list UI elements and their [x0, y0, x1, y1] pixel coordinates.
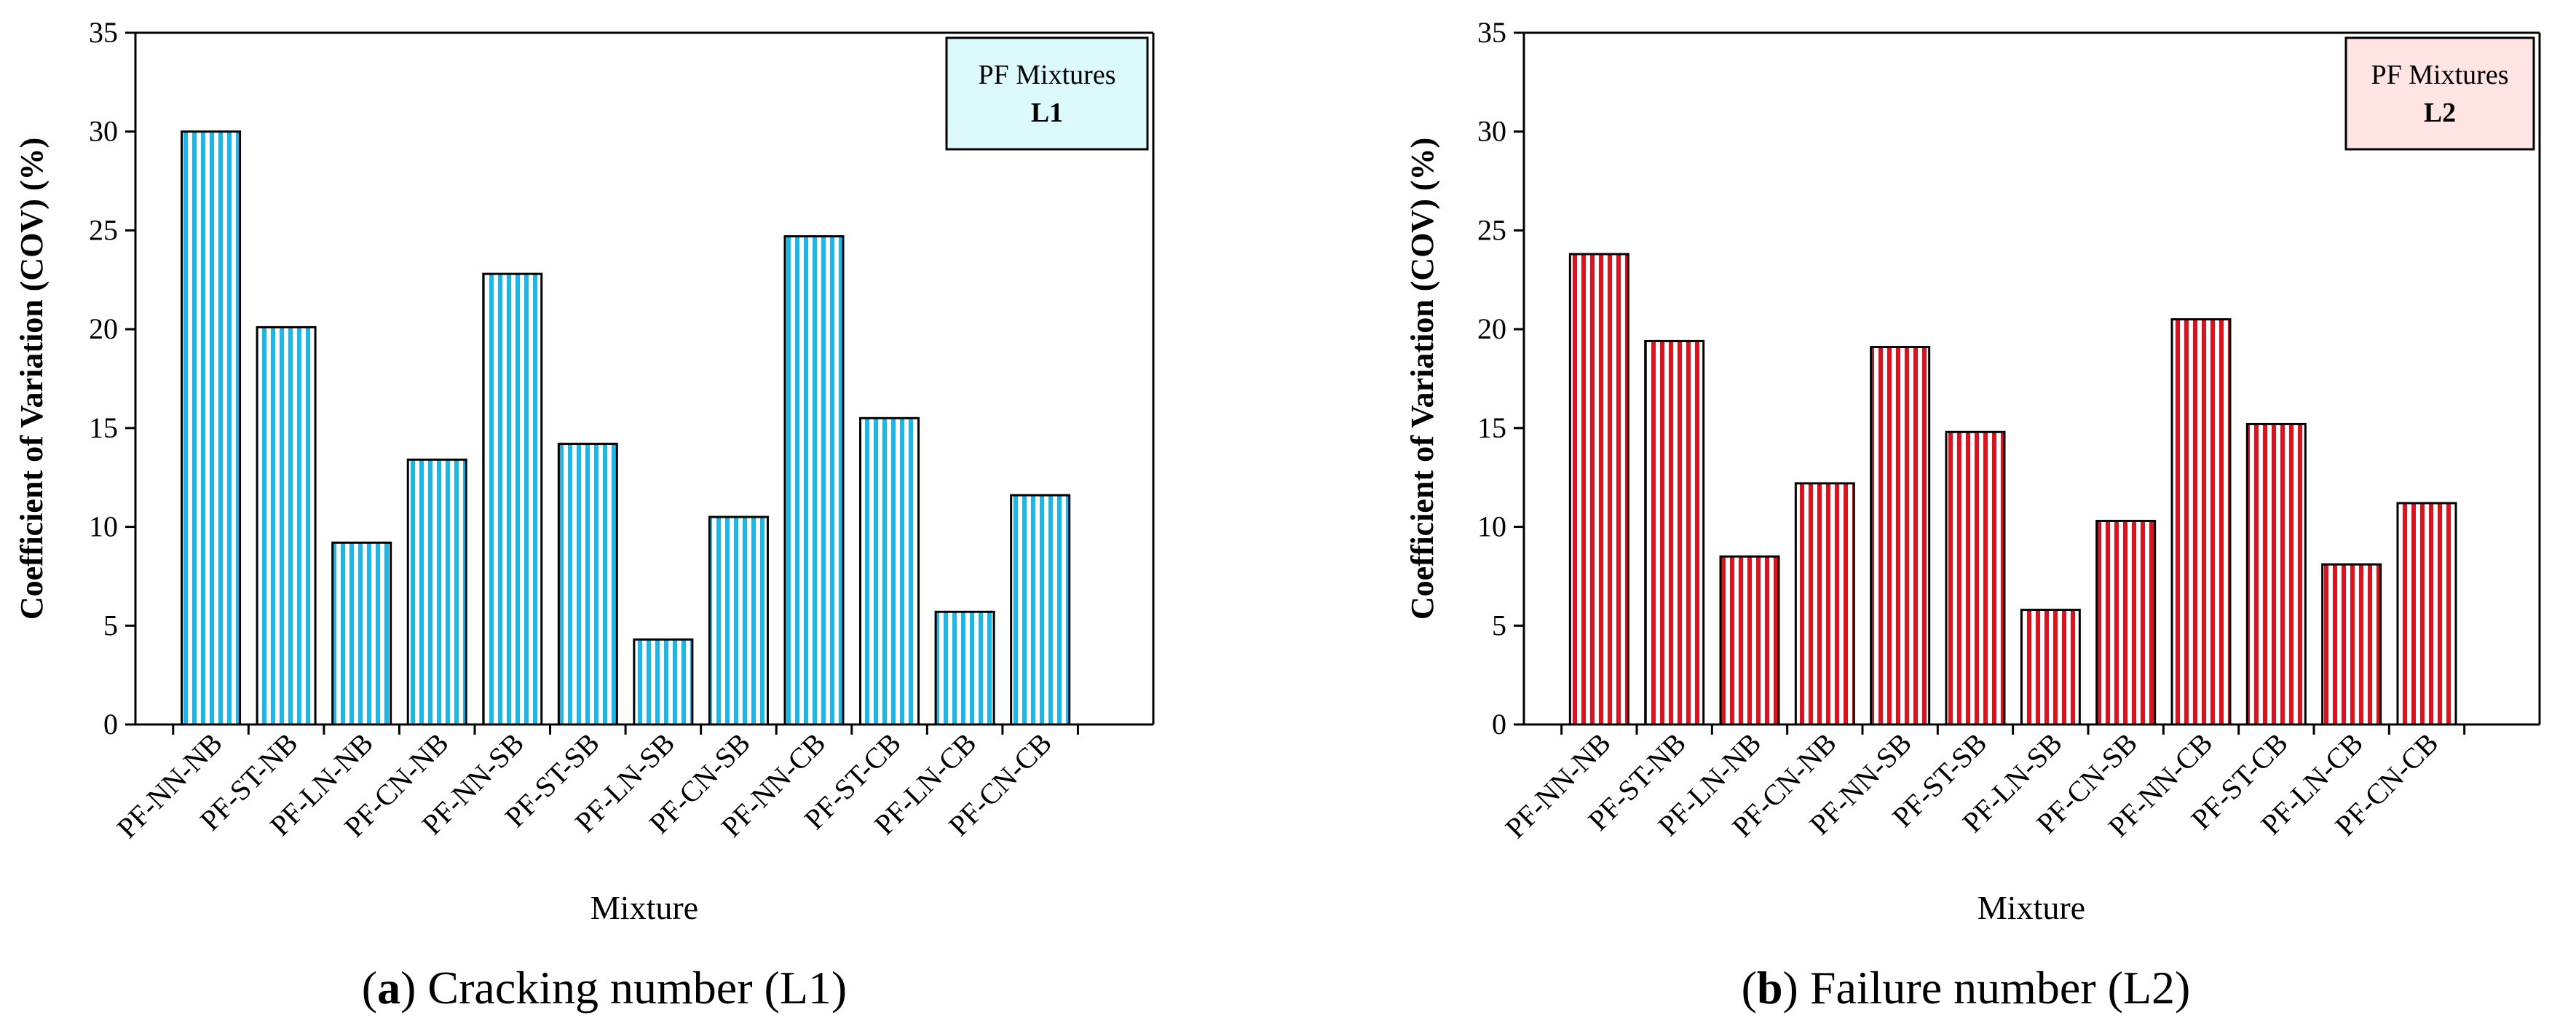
bar-pf-ln-nb — [1719, 555, 1780, 726]
y-axis-label: Coefficient of Variation (COV) (%) — [1404, 138, 1440, 620]
bars — [1568, 253, 2457, 726]
bar-pf-nn-nb — [1568, 253, 1629, 726]
y-tick-label: 15 — [89, 411, 118, 444]
y-tick-label: 0 — [1492, 708, 1506, 740]
bar-pf-ln-sb — [633, 638, 694, 726]
bar-pf-cn-cb — [1010, 494, 1071, 726]
caption-text: Failure number (L2) — [1810, 962, 2191, 1014]
bar-pf-st-cb — [2245, 422, 2307, 726]
bar-pf-ln-cb — [934, 610, 995, 726]
bar-pf-nn-cb — [2170, 318, 2232, 726]
chart-panel-a: 0 5 10 15 20 25 30 35 PF-NN-NBPF-ST-NBPF-LN-NBP… — [14, 16, 1155, 1014]
caption-text: Cracking number (L1) — [427, 962, 847, 1014]
y-axis-label: Coefficient of Variation (COV) (%) — [14, 138, 50, 620]
bar-pf-st-cb — [859, 416, 920, 726]
caption: (a) Cracking number (L1) — [362, 962, 847, 1014]
bar-pf-nn-sb — [482, 272, 543, 726]
y-tick-label: 30 — [89, 115, 118, 148]
bar-pf-nn-nb — [181, 130, 242, 726]
bar-pf-ln-cb — [2321, 563, 2382, 726]
y-tick-label: 20 — [89, 312, 118, 345]
legend-box: PF Mixtures L2 — [2344, 36, 2535, 151]
bar-pf-nn-cb — [783, 235, 845, 726]
legend-title: PF Mixtures — [979, 60, 1116, 90]
y-tick-label: 20 — [1477, 312, 1506, 345]
x-ticks: PF-NN-NBPF-ST-NBPF-LN-NBPF-CN-NBPF-NN-SB… — [111, 724, 1079, 845]
legend-box: PF Mixtures L1 — [945, 36, 1149, 151]
y-tick-label: 10 — [1477, 510, 1506, 543]
caption: (b) Failure number (L2) — [1742, 962, 2191, 1014]
bar-pf-cn-sb — [2095, 519, 2157, 726]
bar-pf-st-nb — [1644, 339, 1705, 726]
legend-label: L1 — [1031, 98, 1063, 128]
bar-pf-cn-sb — [708, 516, 769, 726]
bar-pf-ln-sb — [2020, 609, 2081, 726]
x-ticks: PF-NN-NBPF-ST-NBPF-LN-NBPF-CN-NBPF-NN-SB… — [1498, 724, 2466, 845]
legend-background — [2344, 36, 2535, 151]
y-tick-label: 25 — [89, 213, 118, 246]
legend-title: PF Mixtures — [2371, 60, 2509, 90]
bar-pf-ln-nb — [331, 541, 392, 726]
y-tick-label: 30 — [1477, 115, 1506, 148]
y-ticks: 0 5 10 15 20 25 30 35 — [1477, 16, 1524, 740]
legend-label: L2 — [2424, 98, 2456, 128]
bar-pf-cn-nb — [1794, 482, 1855, 726]
y-tick-label: 5 — [1492, 609, 1506, 641]
bar-pf-st-sb — [557, 443, 618, 726]
x-axis-label: Mixture — [1978, 889, 2085, 926]
bar-pf-cn-cb — [2396, 502, 2457, 726]
y-tick-label: 25 — [1477, 213, 1506, 246]
bar-pf-cn-nb — [406, 458, 467, 726]
bar-pf-st-sb — [1945, 430, 2006, 726]
caption-letter: b — [1757, 962, 1783, 1014]
y-ticks: 0 5 10 15 20 25 30 35 — [89, 16, 135, 740]
bar-pf-st-nb — [256, 325, 317, 726]
y-tick-label: 5 — [103, 609, 118, 641]
bar-pf-nn-sb — [1870, 346, 1931, 726]
y-tick-label: 10 — [89, 510, 118, 543]
y-tick-label: 35 — [89, 16, 118, 49]
y-tick-label: 15 — [1477, 411, 1506, 444]
x-axis-label: Mixture — [590, 889, 698, 926]
chart-panel-b: 0 5 10 15 20 25 30 35 PF-NN-NBPF-ST-NBPF-LN-NBP… — [1404, 16, 2541, 1014]
y-tick-label: 0 — [103, 708, 118, 740]
y-tick-label: 35 — [1477, 16, 1506, 49]
bars — [181, 130, 1071, 726]
caption-letter: a — [377, 962, 400, 1014]
legend-background — [945, 36, 1149, 151]
